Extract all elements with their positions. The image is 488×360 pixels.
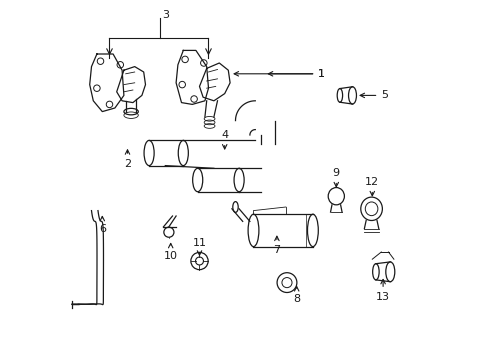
Text: 1: 1	[268, 69, 325, 79]
Text: 12: 12	[365, 177, 379, 196]
Text: 9: 9	[332, 168, 339, 187]
Text: 2: 2	[123, 150, 131, 169]
Text: 5: 5	[359, 90, 387, 100]
Text: 3: 3	[162, 10, 168, 20]
Text: 8: 8	[292, 287, 300, 304]
Text: 13: 13	[375, 279, 389, 302]
Text: 7: 7	[273, 236, 280, 255]
Text: 1: 1	[234, 69, 325, 79]
Text: 10: 10	[163, 243, 177, 261]
Text: 11: 11	[192, 238, 206, 255]
Text: 4: 4	[221, 130, 228, 149]
Text: 6: 6	[99, 216, 105, 234]
